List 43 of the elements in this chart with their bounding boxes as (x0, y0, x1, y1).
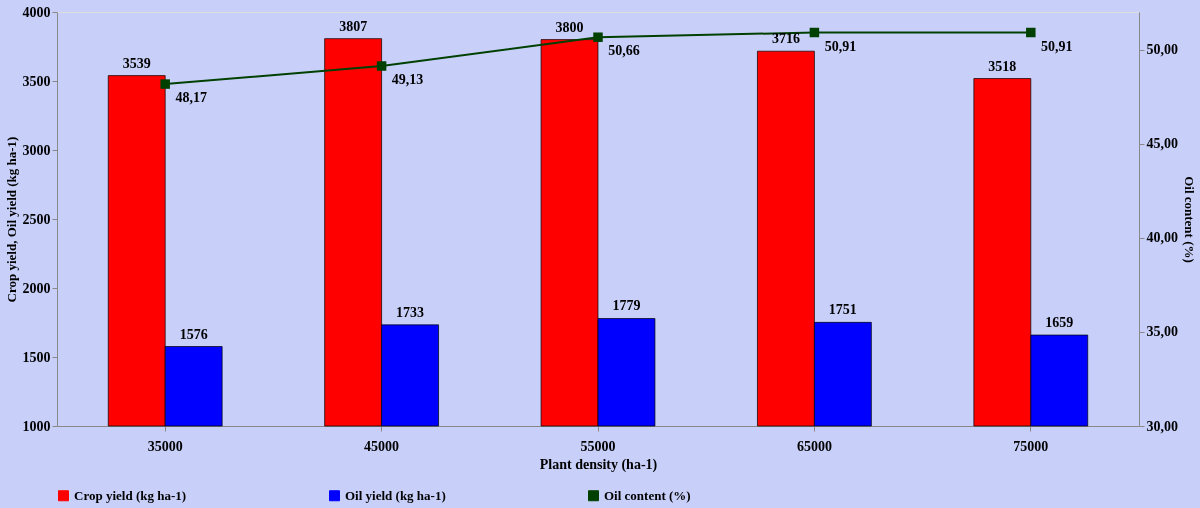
data-label: 48,17 (175, 90, 207, 106)
data-label: 3800 (555, 19, 584, 35)
y2-tick-label: 50,00 (1146, 42, 1178, 58)
legend-label: Crop yield (kg ha-1) (74, 487, 187, 503)
x-tick-label: 75000 (1013, 438, 1049, 454)
x-tick-label: 45000 (364, 438, 400, 454)
data-label: 49,13 (391, 72, 424, 88)
data-label: 3539 (122, 55, 151, 71)
data-label: 3716 (771, 31, 800, 47)
point (593, 32, 603, 42)
data-label: 1576 (179, 326, 208, 342)
data-label: 50,91 (824, 38, 857, 54)
y-tick-label: 4000 (22, 4, 51, 20)
point (809, 27, 820, 38)
y-tick-label: 1000 (22, 418, 51, 434)
data-label: 1659 (1045, 315, 1074, 331)
y-axis-title: Crop yield, Oil yield (kg ha-1) (3, 136, 19, 303)
x-tick-label: 55000 (580, 438, 616, 454)
data-label: 3807 (339, 18, 368, 34)
y-tick-label: 2000 (22, 280, 51, 296)
x-tick-label: 65000 (796, 438, 832, 454)
y-tick-label: 2500 (22, 211, 51, 227)
point (1026, 27, 1036, 38)
data-label: 50,66 (608, 43, 640, 59)
data-label: 1733 (396, 304, 425, 320)
data-label: 3518 (988, 58, 1017, 74)
data-label: 1779 (612, 298, 641, 314)
y-tick-label: 3500 (22, 73, 51, 89)
data-label: 1751 (828, 302, 857, 318)
point (376, 61, 387, 71)
x-tick-label: 35000 (147, 438, 183, 454)
x-axis-title: Plant density (ha-1) (539, 456, 658, 473)
legend-label: Oil content (%) (604, 487, 691, 503)
y2-axis-title: Oil content (%) (1182, 176, 1197, 263)
y2-tick-label: 30,00 (1146, 418, 1178, 434)
legend-label: Oil yield (kg ha-1) (345, 487, 446, 503)
point (160, 79, 170, 89)
y-tick-label: 3000 (22, 142, 51, 158)
data-label: 50,91 (1041, 38, 1073, 54)
y2-tick-label: 45,00 (1146, 136, 1178, 152)
y2-tick-label: 35,00 (1146, 324, 1178, 340)
y2-tick-label: 40,00 (1146, 230, 1178, 246)
y-tick-label: 1500 (22, 349, 51, 365)
